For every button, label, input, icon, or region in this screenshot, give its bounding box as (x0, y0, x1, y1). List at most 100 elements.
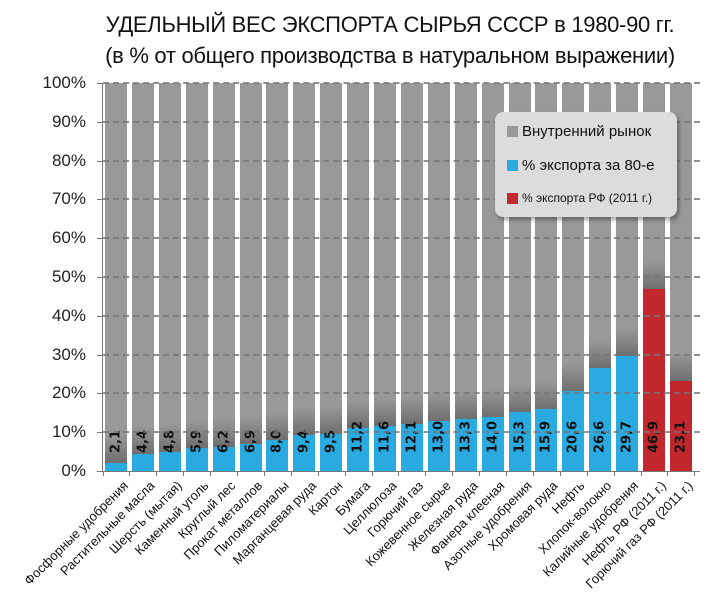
x-tick-mark (156, 471, 158, 476)
bar-value-label: 13,0 (431, 420, 447, 453)
bar-segment-export-80s (616, 355, 639, 471)
bar-segment-export-rf (643, 289, 665, 471)
x-category-label: Фосфорные удобрения (21, 478, 132, 588)
bar-value-label: 2,1 (108, 429, 124, 453)
bar-shade (454, 391, 477, 420)
bar-segment-export-80s (400, 424, 423, 471)
y-tick-label: 20% (51, 383, 86, 403)
bar-shade (427, 392, 450, 421)
bar-shade (562, 363, 585, 392)
bar-shade (185, 420, 208, 449)
bar-shade (105, 434, 127, 463)
x-tick-mark (129, 471, 131, 476)
bar-value-label: 5,9 (189, 429, 205, 453)
bar-value-label: 6,9 (243, 429, 258, 453)
legend-swatch-grey (507, 126, 518, 137)
x-tick-mark (479, 471, 481, 476)
y-tick-mark (97, 160, 103, 162)
bar-value-label: 4,8 (162, 429, 178, 453)
gridline (103, 276, 700, 278)
legend-label: Внутренний рынок (522, 123, 652, 140)
y-tick-label: 80% (51, 150, 86, 170)
bar-value-label: 6,2 (216, 429, 232, 453)
bar-value-label: 46,9 (646, 420, 662, 453)
y-tick-mark (97, 277, 103, 278)
bar-value-label: 11,2 (350, 420, 366, 453)
x-tick-mark (640, 471, 642, 476)
bar-value-label: 20,6 (565, 420, 581, 453)
y-tick-mark (97, 83, 103, 84)
bar-value-label: 9,4 (296, 429, 312, 453)
y-tick-mark (97, 121, 103, 123)
x-tick-mark (398, 471, 400, 476)
y-tick-label: 0% (61, 461, 86, 480)
bar-segment-export-80s (266, 439, 289, 471)
x-tick-mark (290, 471, 292, 476)
x-tick-mark (586, 471, 588, 476)
bar-shade (643, 261, 665, 290)
bar-segment-export-80s (374, 426, 396, 471)
y-tick-label: 40% (51, 305, 86, 325)
x-tick-mark (667, 471, 669, 476)
bar-segment-export-80s (562, 391, 585, 471)
legend-swatch-blue (507, 160, 518, 171)
bar-value-label: 12,1 (404, 420, 420, 453)
chart-subtitle: (в % от общего производства в натурально… (105, 43, 675, 68)
bar-shade (400, 396, 423, 425)
x-tick-mark (559, 471, 561, 476)
y-tick-mark (97, 199, 103, 201)
x-tick-mark (425, 471, 427, 476)
legend-item-domestic: Внутренний рынок (507, 123, 651, 140)
legend-label: % экспорта РФ (2011 г.) (522, 191, 653, 205)
y-tick-label: 60% (51, 228, 86, 248)
bar-shade (508, 383, 531, 412)
chart-title: УДЕЛЬНЫЙ ВЕС ЭКСПОРТА СЫРЬЯ СССР в 1980-… (105, 12, 675, 37)
bar-segment-export-80s (212, 446, 235, 471)
x-tick-mark (210, 471, 212, 476)
bar-segment-export-80s (481, 416, 504, 471)
y-tick-mark (97, 471, 103, 472)
gridline (103, 353, 700, 356)
bar-shade (616, 327, 639, 356)
x-tick-mark (694, 471, 696, 476)
y-tick-mark (97, 354, 103, 356)
bar-segment-export-80s (535, 409, 558, 471)
y-tick-mark (97, 315, 103, 317)
gridline (103, 237, 700, 240)
bar-segment-export-80s (508, 411, 531, 471)
x-tick-mark (237, 471, 238, 476)
y-tick-mark (97, 238, 103, 240)
gridline (103, 392, 700, 395)
x-tick-mark (506, 471, 507, 476)
legend-label: % экспорта за 80-е (522, 157, 655, 174)
x-tick-mark (183, 471, 185, 476)
bar-value-label: 4,4 (135, 429, 151, 453)
y-tick-label: 30% (51, 344, 86, 364)
bar-value-label: 14,0 (485, 420, 501, 453)
y-tick-label: 100% (42, 73, 86, 92)
gridline (103, 431, 700, 434)
bar-shade (669, 353, 692, 382)
bar-value-label: 13,3 (458, 420, 474, 453)
bar-value-label: 15,9 (538, 420, 554, 453)
bar-shade (374, 397, 396, 426)
bar-segment-export-rf (669, 381, 692, 471)
x-tick-mark (344, 471, 346, 476)
y-tick-mark (97, 393, 103, 395)
gridline (103, 120, 700, 123)
bar-segment-export-80s (158, 452, 181, 471)
bar-value-label: 15,3 (512, 420, 527, 453)
bar-shade (535, 381, 558, 410)
bar-segment-export-80s (347, 427, 370, 471)
y-tick-label: 70% (51, 189, 86, 209)
y-tick-label: 10% (51, 422, 86, 442)
x-tick-mark (452, 471, 454, 476)
x-tick-mark (613, 471, 615, 476)
x-tick-mark (371, 471, 373, 476)
x-tick-mark (317, 471, 319, 476)
bar-segment-export-80s (239, 444, 262, 471)
legend-item-export-80s: % экспорта за 80-е (507, 157, 655, 174)
legend-swatch-red (507, 192, 518, 204)
bar-value-label: 26,6 (592, 420, 608, 453)
gridline (103, 159, 700, 162)
